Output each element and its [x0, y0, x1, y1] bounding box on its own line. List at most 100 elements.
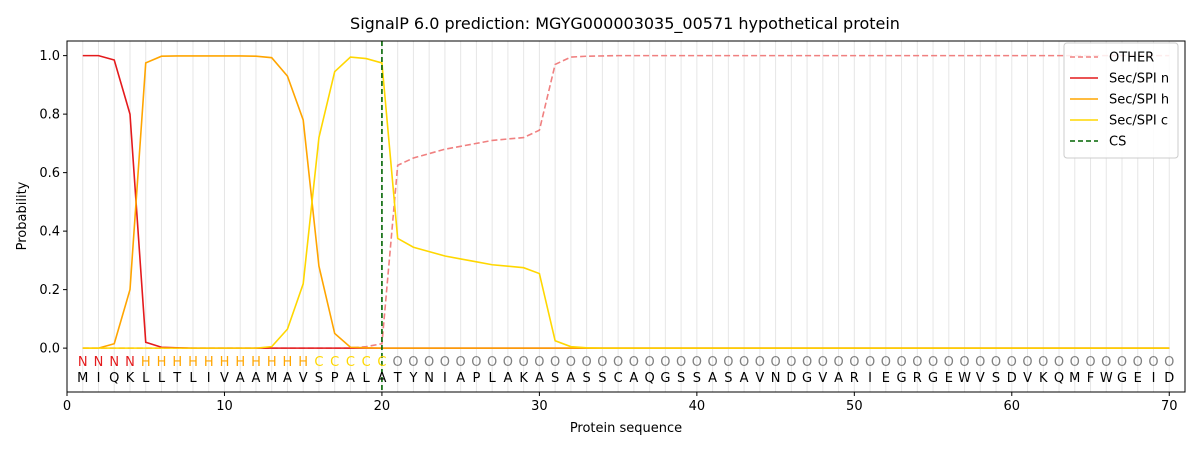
- x-tick-label: 50: [846, 399, 863, 414]
- x-tick-label: 0: [63, 399, 71, 414]
- region-label: O: [833, 355, 843, 370]
- region-label: O: [692, 355, 702, 370]
- residue-letter: S: [677, 371, 685, 386]
- region-label: O: [786, 355, 796, 370]
- residue-letter: A: [456, 371, 465, 386]
- residue-letter: K: [1039, 371, 1048, 386]
- region-label: H: [298, 355, 308, 370]
- residue-letter: I: [443, 371, 447, 386]
- region-label: O: [645, 355, 655, 370]
- region-label: O: [471, 355, 481, 370]
- residue-letter: V: [299, 371, 308, 386]
- region-label: H: [267, 355, 277, 370]
- region-label: C: [362, 355, 371, 370]
- y-axis-label: Probability: [15, 181, 30, 250]
- region-label: O: [802, 355, 812, 370]
- axes: 0 10 20 30 40 50 60 70 0.0 0.2 0.4 0.6 0.8 1.0: [39, 49, 1177, 414]
- residue-letter: G: [802, 371, 812, 386]
- region-label: H: [172, 355, 182, 370]
- y-tick-label: 0.2: [39, 283, 60, 298]
- region-label: O: [755, 355, 765, 370]
- residue-letter: D: [1007, 371, 1017, 386]
- region-label: C: [314, 355, 323, 370]
- residue-letter: A: [252, 371, 261, 386]
- region-label: C: [330, 355, 339, 370]
- residue-letter: S: [598, 371, 606, 386]
- residue-letter: Y: [408, 371, 417, 386]
- residue-letter: S: [693, 371, 701, 386]
- region-label: O: [1117, 355, 1127, 370]
- residue-letter: V: [818, 371, 827, 386]
- residue-letter: S: [992, 371, 1000, 386]
- residue-letter: A: [535, 371, 544, 386]
- residue-letter: L: [189, 371, 197, 386]
- residue-letter: Q: [645, 371, 655, 386]
- plot-frame: [66, 40, 1186, 393]
- region-label: O: [975, 355, 985, 370]
- residue-letter: A: [740, 371, 749, 386]
- series-line-sec-spi-c: [82, 56, 1170, 349]
- region-label: O: [881, 355, 891, 370]
- region-label: O: [676, 355, 686, 370]
- residue-letter: Q: [1054, 371, 1064, 386]
- region-label: O: [818, 355, 828, 370]
- y-tick-label: 0.6: [39, 166, 60, 181]
- residue-letter: S: [551, 371, 559, 386]
- y-tick-label: 1.0: [39, 49, 60, 64]
- residue-letter: A: [236, 371, 245, 386]
- residue-letter: G: [660, 371, 670, 386]
- legend-label: Sec/SPI c: [1109, 114, 1168, 129]
- residue-letter: G: [897, 371, 907, 386]
- region-label: H: [251, 355, 261, 370]
- residue-letter: F: [1087, 371, 1094, 386]
- residue-letter: V: [1023, 371, 1032, 386]
- legend-label: Sec/SPI h: [1109, 93, 1169, 108]
- residue-letter: S: [724, 371, 732, 386]
- residue-letter: S: [315, 371, 323, 386]
- residue-letter: I: [1152, 371, 1156, 386]
- region-label: O: [503, 355, 513, 370]
- residue-letter: M: [1069, 371, 1080, 386]
- residue-letter: L: [489, 371, 497, 386]
- residue-letter: C: [614, 371, 623, 386]
- region-label: O: [613, 355, 623, 370]
- region-label: N: [78, 355, 88, 370]
- residue-letter: T: [172, 371, 181, 386]
- region-label: O: [991, 355, 1001, 370]
- region-label: H: [204, 355, 214, 370]
- region-label: O: [440, 355, 450, 370]
- region-label: C: [346, 355, 355, 370]
- y-tick-label: 0.0: [39, 342, 60, 357]
- residue-letter: M: [77, 371, 88, 386]
- residue-letter: A: [629, 371, 638, 386]
- residue-letter: N: [424, 371, 434, 386]
- region-label: O: [597, 355, 607, 370]
- region-label: O: [928, 355, 938, 370]
- region-label: O: [770, 355, 780, 370]
- chart-title: SignalP 6.0 prediction: MGYG000003035_00…: [350, 14, 900, 34]
- region-label: O: [1038, 355, 1048, 370]
- region-label: O: [912, 355, 922, 370]
- residue-letter: V: [220, 371, 229, 386]
- residue-letter: A: [708, 371, 717, 386]
- region-label: O: [629, 355, 639, 370]
- region-label: N: [109, 355, 119, 370]
- legend-label: Sec/SPI n: [1109, 72, 1169, 87]
- residue-letter: L: [142, 371, 150, 386]
- residue-letter: A: [503, 371, 512, 386]
- residue-letter: W: [958, 371, 971, 386]
- residue-letter: G: [1117, 371, 1127, 386]
- region-label: O: [660, 355, 670, 370]
- legend-label: CS: [1109, 135, 1126, 150]
- region-label: N: [125, 355, 135, 370]
- residue-letter: S: [583, 371, 591, 386]
- residue-letter: G: [928, 371, 938, 386]
- region-label: H: [157, 355, 167, 370]
- region-label: O: [1007, 355, 1017, 370]
- x-axis-label: Protein sequence: [570, 421, 682, 436]
- residue-letter: E: [882, 371, 890, 386]
- series-line-sec-spi-n: [82, 54, 1170, 349]
- x-tick-label: 40: [689, 399, 706, 414]
- legend: OTHER Sec/SPI n Sec/SPI h Sec/SPI c CS: [1063, 42, 1179, 159]
- residue-letter: D: [786, 371, 796, 386]
